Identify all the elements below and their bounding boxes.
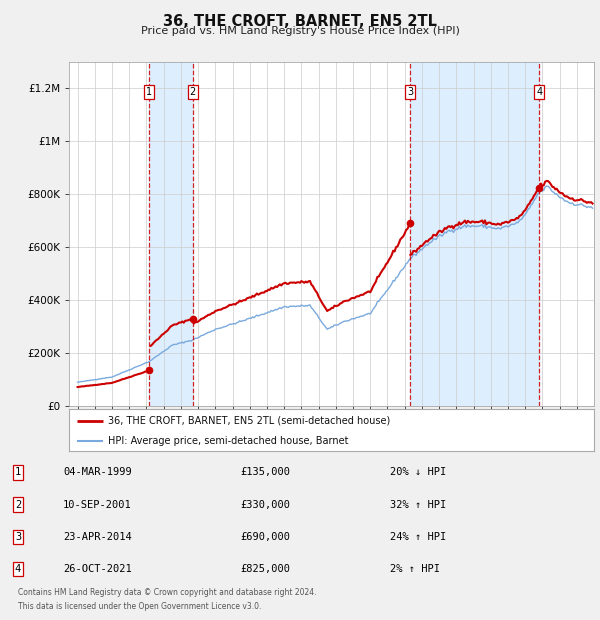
Text: Price paid vs. HM Land Registry's House Price Index (HPI): Price paid vs. HM Land Registry's House … [140, 26, 460, 36]
Text: 1: 1 [146, 87, 152, 97]
Text: 4: 4 [15, 564, 21, 574]
Text: 2% ↑ HPI: 2% ↑ HPI [390, 564, 440, 574]
Text: 2: 2 [190, 87, 196, 97]
Text: 1: 1 [15, 467, 21, 477]
Bar [410, 62, 539, 406]
Text: This data is licensed under the Open Government Licence v3.0.: This data is licensed under the Open Gov… [18, 602, 262, 611]
Text: £135,000: £135,000 [240, 467, 290, 477]
Text: Contains HM Land Registry data © Crown copyright and database right 2024.: Contains HM Land Registry data © Crown c… [18, 588, 317, 598]
Text: £825,000: £825,000 [240, 564, 290, 574]
Text: 32% ↑ HPI: 32% ↑ HPI [390, 500, 446, 510]
Text: 4: 4 [536, 87, 542, 97]
Text: 3: 3 [15, 532, 21, 542]
Text: HPI: Average price, semi-detached house, Barnet: HPI: Average price, semi-detached house,… [109, 436, 349, 446]
Text: 23-APR-2014: 23-APR-2014 [63, 532, 132, 542]
Text: 20% ↓ HPI: 20% ↓ HPI [390, 467, 446, 477]
Text: 26-OCT-2021: 26-OCT-2021 [63, 564, 132, 574]
Text: 3: 3 [407, 87, 413, 97]
Text: £330,000: £330,000 [240, 500, 290, 510]
Text: 2: 2 [15, 500, 21, 510]
Text: £690,000: £690,000 [240, 532, 290, 542]
Text: 36, THE CROFT, BARNET, EN5 2TL: 36, THE CROFT, BARNET, EN5 2TL [163, 14, 437, 29]
Text: 36, THE CROFT, BARNET, EN5 2TL (semi-detached house): 36, THE CROFT, BARNET, EN5 2TL (semi-det… [109, 415, 391, 425]
Text: 24% ↑ HPI: 24% ↑ HPI [390, 532, 446, 542]
Text: 04-MAR-1999: 04-MAR-1999 [63, 467, 132, 477]
Bar [149, 62, 193, 406]
Text: 10-SEP-2001: 10-SEP-2001 [63, 500, 132, 510]
